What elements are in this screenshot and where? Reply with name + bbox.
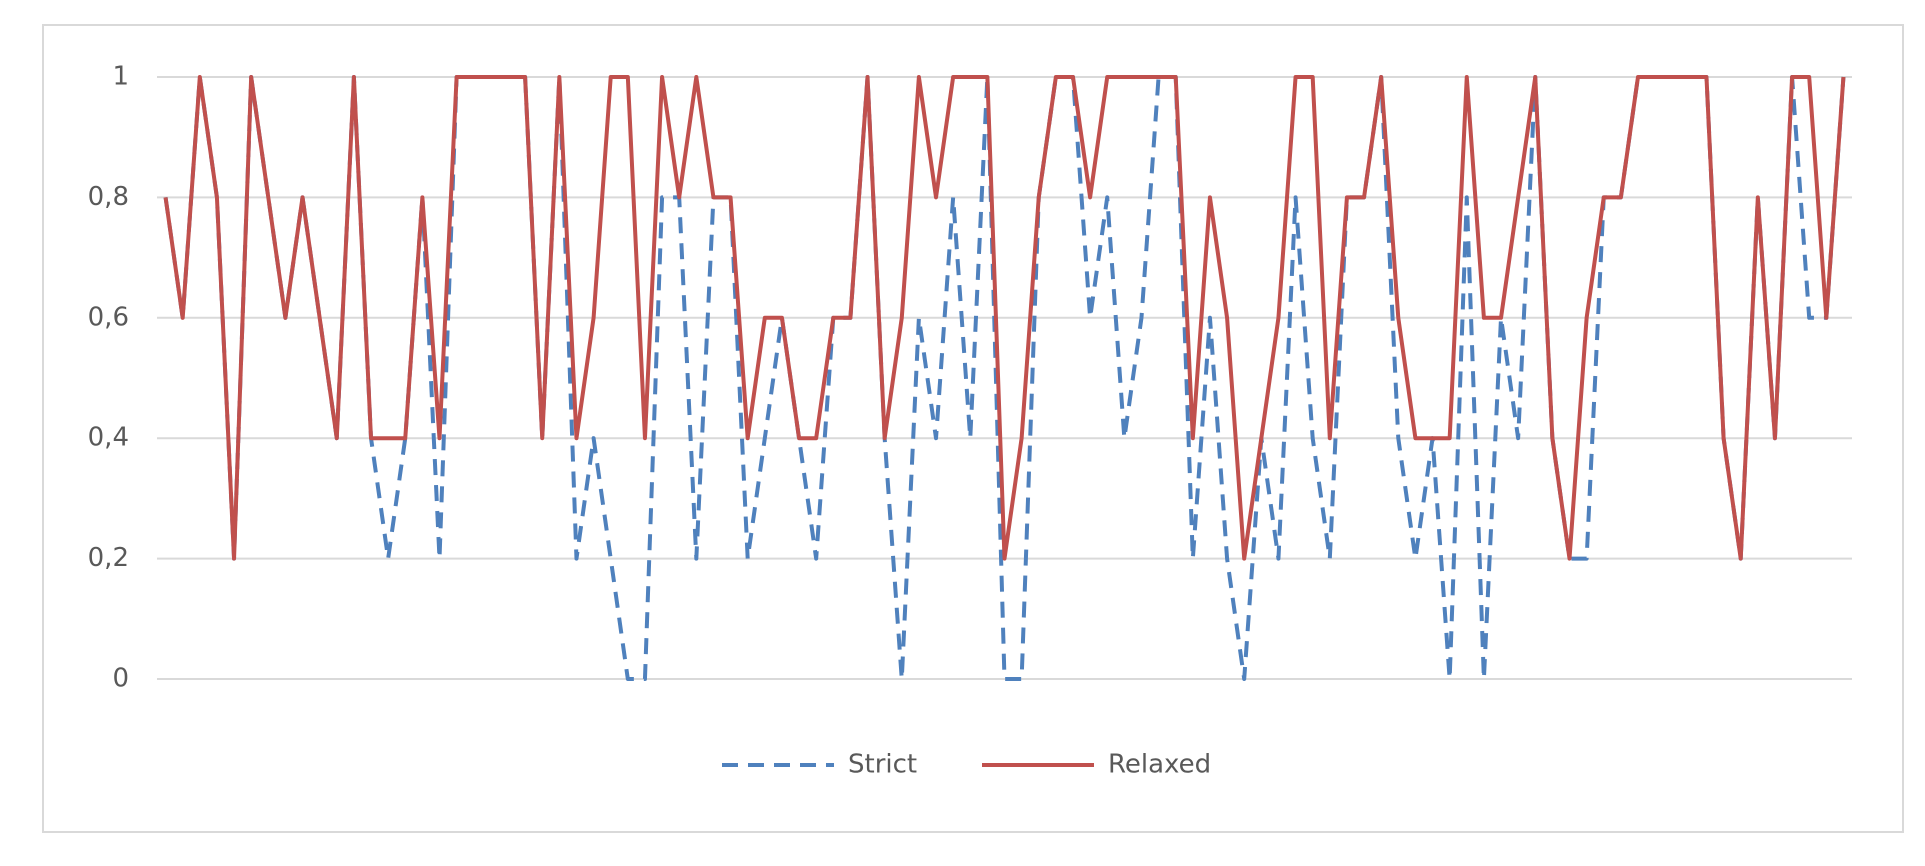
y-tick-label: 0,2 bbox=[88, 543, 129, 573]
line-series bbox=[163, 75, 1846, 561]
y-tick-label: 0,4 bbox=[88, 423, 129, 453]
legend-label: Relaxed bbox=[1108, 750, 1211, 780]
y-tick-label: 1 bbox=[112, 62, 129, 92]
y-tick-label: 0,6 bbox=[88, 302, 129, 332]
chart-border bbox=[42, 24, 1904, 833]
legend-label: Strict bbox=[848, 750, 917, 780]
y-tick-label: 0 bbox=[112, 664, 129, 694]
y-tick-label: 0,8 bbox=[88, 182, 129, 212]
